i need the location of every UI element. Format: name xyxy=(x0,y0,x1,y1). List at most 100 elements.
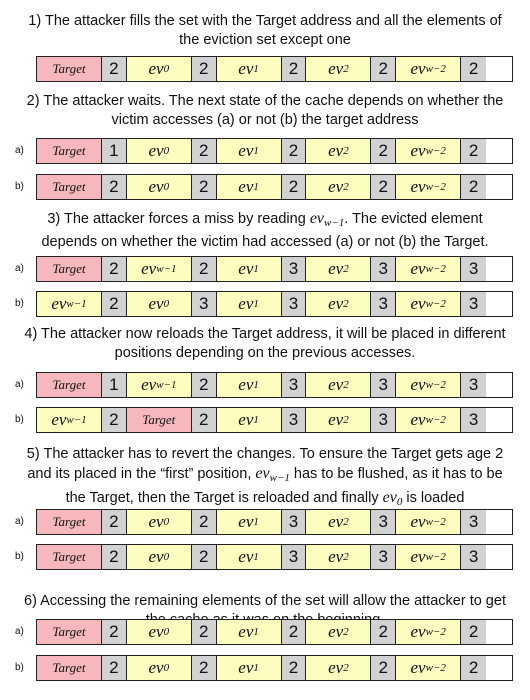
caption-line: positions depending on the previous acce… xyxy=(114,345,416,361)
eviction-cell: ev 0 xyxy=(126,175,192,199)
target-cell: Target xyxy=(37,139,102,163)
eviction-cell: ev w−1 xyxy=(37,292,102,316)
age-cell: 2 xyxy=(461,656,486,680)
eviction-cell: ev 2 xyxy=(306,545,372,569)
eviction-cell: ev 1 xyxy=(216,57,282,81)
age-cell: 3 xyxy=(371,545,397,569)
eviction-cell: ev 1 xyxy=(216,620,282,644)
target-cell: Target xyxy=(37,620,102,644)
age-cell: 3 xyxy=(371,408,397,432)
age-cell: 2 xyxy=(191,656,217,680)
age-cell: 2 xyxy=(191,620,217,644)
age-cell: 2 xyxy=(191,175,217,199)
eviction-cell: ev 1 xyxy=(216,139,282,163)
eviction-cell: ev w−2 xyxy=(396,545,462,569)
eviction-cell: ev 1 xyxy=(216,510,282,534)
eviction-cell: ev w−2 xyxy=(396,139,462,163)
caption-line: 4) The attacker now reloads the Target a… xyxy=(24,326,506,342)
eviction-cell: ev 0 xyxy=(126,620,192,644)
eviction-cell: ev 1 xyxy=(216,257,282,281)
age-cell: 3 xyxy=(281,408,307,432)
caption-line: the Target, then the Target is reloaded … xyxy=(65,489,465,508)
age-cell: 2 xyxy=(102,656,127,680)
target-cell: Target xyxy=(37,373,102,397)
age-cell: 2 xyxy=(102,408,127,432)
age-cell: 2 xyxy=(102,175,127,199)
age-cell: 2 xyxy=(281,656,307,680)
eviction-cell: ev 2 xyxy=(306,408,372,432)
eviction-cell: ev w−2 xyxy=(396,656,462,680)
cache-set-row: Target 2 ev w−1 2 ev 1 3 ev 2 3 ev w−2 3 xyxy=(36,256,513,282)
age-cell: 2 xyxy=(281,620,307,644)
target-cell: Target xyxy=(37,510,102,534)
age-cell: 2 xyxy=(191,257,217,281)
target-cell: Target xyxy=(37,545,102,569)
cache-set-row: Target 2 ev 0 2 ev 1 3 ev 2 3 ev w−2 3 xyxy=(36,509,513,535)
target-cell: Target xyxy=(37,175,102,199)
eviction-cell: ev w−2 xyxy=(396,257,462,281)
cache-set-row: Target 1 ev w−1 2 ev 1 3 ev 2 3 ev w−2 3 xyxy=(36,372,513,398)
cache-set-row: Target 2 ev 0 2 ev 1 3 ev 2 3 ev w−2 3 xyxy=(36,544,513,570)
age-cell: 2 xyxy=(191,57,217,81)
age-cell: 2 xyxy=(191,510,217,534)
eviction-cell: ev w−2 xyxy=(396,57,462,81)
eviction-cell: ev 0 xyxy=(126,656,192,680)
age-cell: 2 xyxy=(191,408,217,432)
age-cell: 3 xyxy=(371,292,397,316)
row-label: b) xyxy=(15,181,24,192)
row-label: a) xyxy=(15,145,24,156)
eviction-cell: ev 0 xyxy=(126,510,192,534)
age-cell: 2 xyxy=(102,57,127,81)
age-cell: 2 xyxy=(371,175,397,199)
eviction-cell: ev 2 xyxy=(306,656,372,680)
age-cell: 3 xyxy=(461,510,486,534)
eviction-cell: ev 2 xyxy=(306,373,372,397)
eviction-cell: ev w−2 xyxy=(396,408,462,432)
eviction-cell: ev 2 xyxy=(306,620,372,644)
row-label: a) xyxy=(15,379,24,390)
caption-line: 5) The attacker has to revert the change… xyxy=(26,446,504,462)
cache-set-row: Target 1 ev 0 2 ev 1 2 ev 2 2 ev w−2 2 xyxy=(36,138,513,164)
eviction-cell: ev 0 xyxy=(126,57,192,81)
age-cell: 3 xyxy=(191,292,217,316)
age-cell: 2 xyxy=(371,656,397,680)
age-cell: 3 xyxy=(281,257,307,281)
age-cell: 2 xyxy=(281,57,307,81)
inline-math: evw−1 xyxy=(255,465,290,484)
age-cell: 2 xyxy=(102,620,127,644)
eviction-cell: ev 1 xyxy=(216,656,282,680)
eviction-cell: ev w−1 xyxy=(126,257,192,281)
eviction-cell: ev w−2 xyxy=(396,373,462,397)
age-cell: 3 xyxy=(371,257,397,281)
eviction-cell: ev 0 xyxy=(126,139,192,163)
step-caption: 2) The attacker waits. The next state of… xyxy=(8,92,522,130)
age-cell: 1 xyxy=(102,139,127,163)
age-cell: 3 xyxy=(461,408,486,432)
age-cell: 3 xyxy=(461,257,486,281)
caption-line: and its placed in the “first” position, … xyxy=(27,465,503,484)
age-cell: 2 xyxy=(461,620,486,644)
cache-set-row: Target 2 ev 0 2 ev 1 2 ev 2 2 ev w−2 2 xyxy=(36,174,513,200)
caption-line: the eviction set except one xyxy=(179,32,351,48)
eviction-cell: ev 1 xyxy=(216,373,282,397)
age-cell: 2 xyxy=(102,510,127,534)
inline-math: evw−1 xyxy=(309,210,345,229)
age-cell: 2 xyxy=(191,373,217,397)
cache-set-row: ev w−1 2 ev 0 3 ev 1 3 ev 2 3 ev w−2 3 xyxy=(36,291,513,317)
age-cell: 2 xyxy=(191,139,217,163)
row-label: a) xyxy=(15,263,24,274)
age-cell: 2 xyxy=(102,292,127,316)
step-caption: 1) The attacker fills the set with the T… xyxy=(8,12,522,50)
cache-set-row: ev w−1 2 Target 2 ev 1 3 ev 2 3 ev w−2 3 xyxy=(36,407,513,433)
row-label: b) xyxy=(15,662,24,673)
cache-set-row: Target 2 ev 0 2 ev 1 2 ev 2 2 ev w−2 2 xyxy=(36,655,513,681)
row-label: a) xyxy=(15,516,24,527)
cache-set-row: Target 2 ev 0 2 ev 1 2 ev 2 2 ev w−2 2 xyxy=(36,56,513,82)
step-caption: 5) The attacker has to revert the change… xyxy=(8,445,522,512)
eviction-cell: ev w−2 xyxy=(396,292,462,316)
caption-line: depends on whether the victim had access… xyxy=(41,234,489,250)
age-cell: 2 xyxy=(371,57,397,81)
age-cell: 3 xyxy=(371,373,397,397)
age-cell: 2 xyxy=(371,139,397,163)
age-cell: 3 xyxy=(371,510,397,534)
